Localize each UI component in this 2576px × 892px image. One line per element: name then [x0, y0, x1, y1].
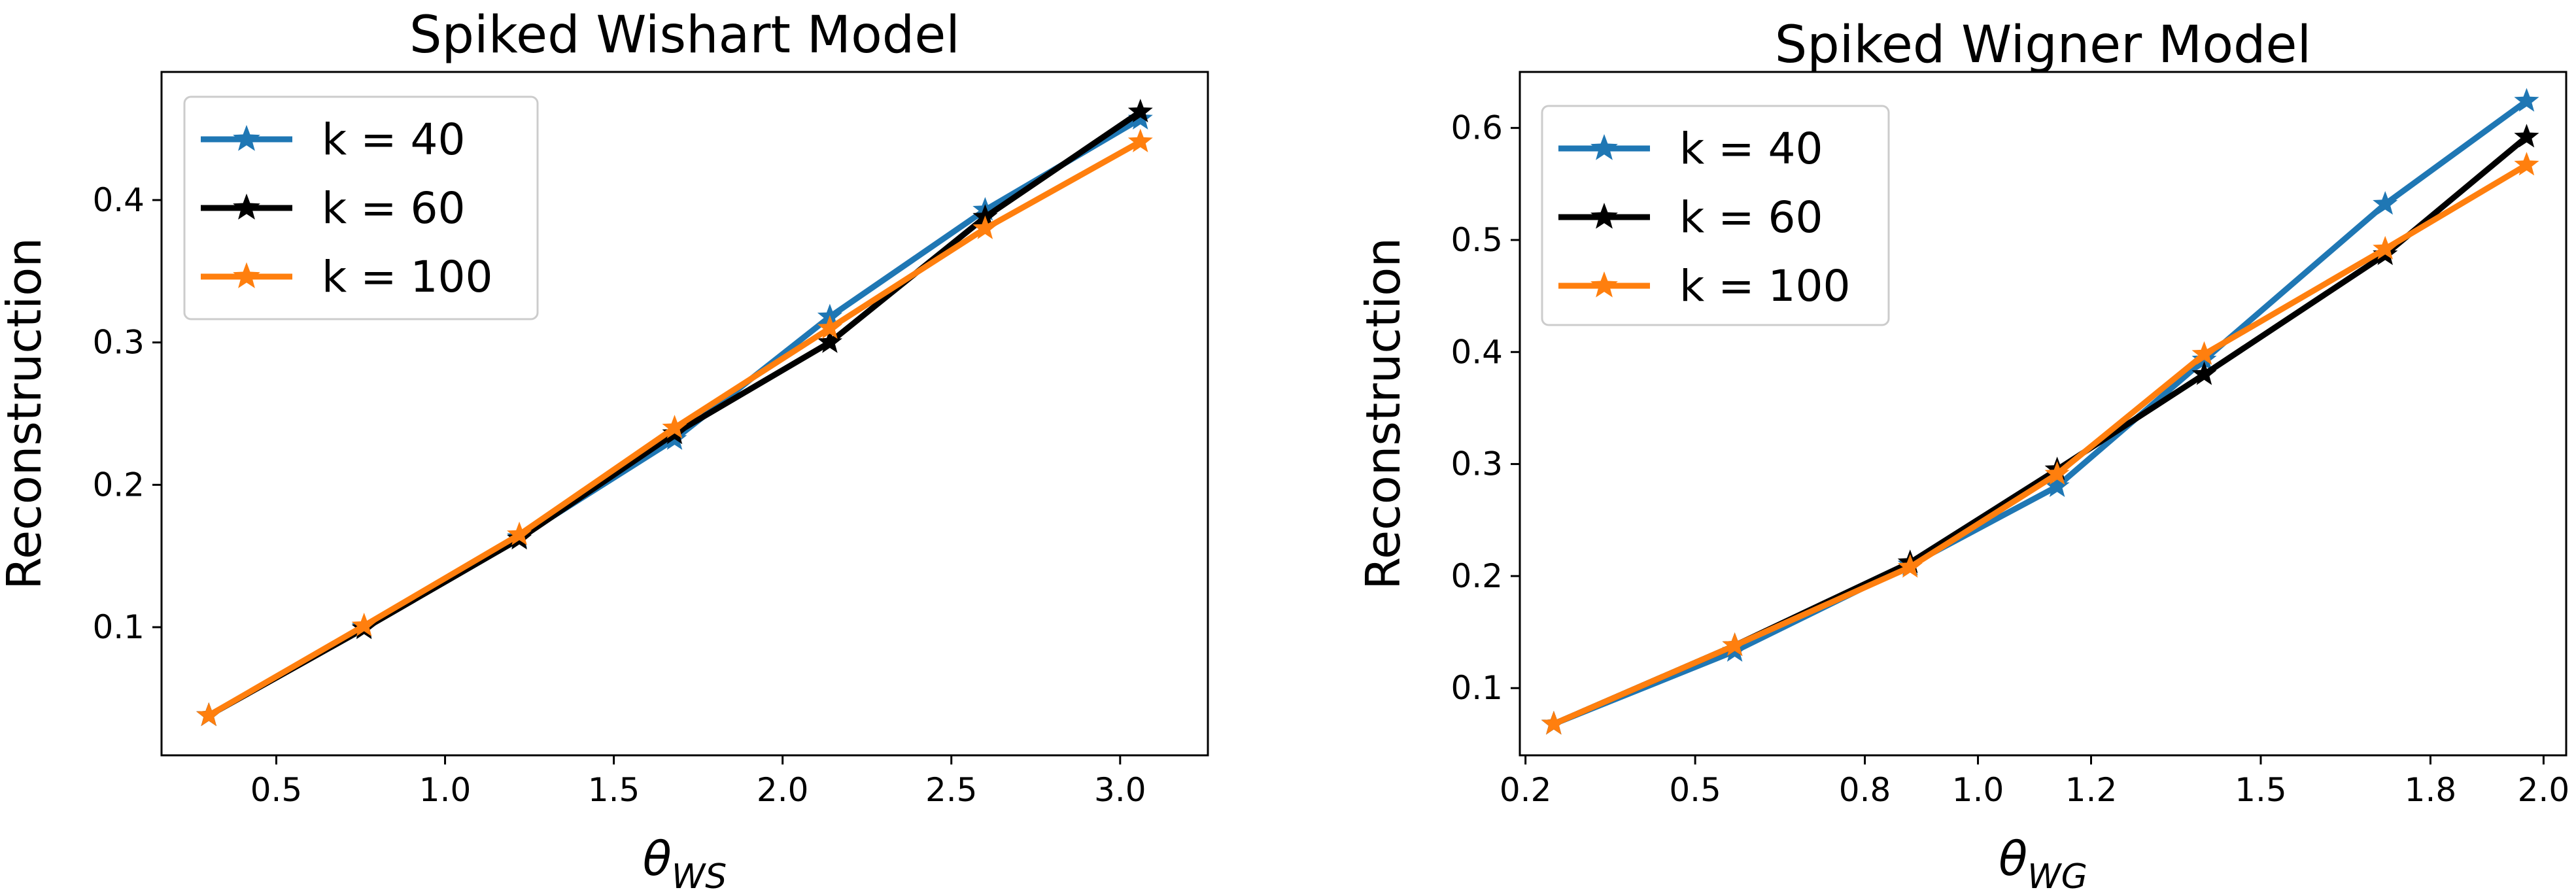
legend-label: k = 40: [322, 114, 465, 165]
data-point: [2514, 88, 2539, 112]
chart-title: Spiked Wishart Model: [409, 6, 960, 65]
plot-area: [1541, 88, 2539, 735]
data-point: [2373, 191, 2398, 215]
y-tick-label: 0.2: [1451, 557, 1503, 595]
x-tick-label: 3.0: [1094, 771, 1146, 809]
data-point: [1897, 554, 1923, 578]
data-point: [507, 521, 532, 545]
x-axis-label: θWG: [1999, 831, 2087, 889]
data-point: [817, 329, 842, 353]
y-tick-label: 0.4: [92, 181, 145, 219]
y-tick-label: 0.1: [92, 608, 145, 646]
axes-frame: [1519, 71, 2567, 757]
legend-box: [183, 95, 539, 320]
chart-title: Spiked Wigner Model: [1775, 16, 2311, 75]
legend-marker: [233, 194, 260, 220]
data-point: [1127, 128, 1153, 152]
data-point: [2373, 235, 2398, 260]
x-tick-label: 2.5: [925, 771, 978, 809]
y-tick-label: 0.5: [1451, 221, 1503, 259]
data-point: [2514, 124, 2539, 148]
data-point: [2191, 341, 2217, 365]
chart-panel-2: Spiked Wigner Model 0.2 0.5 0.8 1.0 1.2 1.5 1.8…: [1356, 16, 2570, 892]
y-tick-label: 0.4: [1451, 333, 1503, 371]
x-axis-symbol: θ: [643, 831, 672, 886]
data-point: [972, 215, 998, 239]
data-point: [662, 415, 687, 439]
legend: k = 40 k = 60 k = 100: [183, 95, 539, 320]
data-point: [2191, 361, 2217, 385]
data-point: [196, 702, 222, 727]
y-axis-label: Reconstruction: [0, 237, 52, 590]
x-tick-label: 1.2: [2065, 771, 2118, 809]
legend-box: [1541, 105, 1890, 326]
legend-marker: [1590, 203, 1618, 229]
chart-panel-1: Spiked Wishart Model 0.5 1.0 1.5 2.0 2.5 3.0 0.…: [0, 6, 1209, 892]
legend-label: k = 100: [1679, 261, 1850, 311]
legend-label: k = 60: [322, 183, 465, 233]
legend-marker: [233, 125, 260, 151]
data-point: [2044, 461, 2070, 485]
x-tick-label: 1.5: [2235, 771, 2287, 809]
y-tick-label: 0.6: [1451, 109, 1503, 147]
x-tick-label: 0.5: [250, 771, 303, 809]
x-tick-label: 1.0: [419, 771, 472, 809]
plot-area: [196, 99, 1153, 727]
data-point: [1541, 711, 1566, 735]
data-point: [1127, 105, 1153, 129]
y-tick-label: 0.1: [1451, 669, 1503, 707]
axes-frame: [160, 71, 1209, 757]
y-tick-label: 0.3: [92, 324, 145, 362]
x-tick-label: 2.0: [757, 771, 809, 809]
x-tick-label: 0.5: [1669, 771, 1721, 809]
legend-label: k = 100: [322, 252, 492, 302]
legend-label: k = 60: [1679, 192, 1823, 243]
x-tick-label: 0.8: [1839, 771, 1891, 809]
data-point: [2514, 152, 2539, 176]
legend-label: k = 40: [1679, 124, 1823, 174]
data-point: [817, 315, 842, 339]
data-point: [1722, 632, 1747, 657]
x-tick-label: 0.2: [1500, 771, 1552, 809]
legend-marker: [1590, 134, 1618, 160]
x-tick-label: 1.0: [1952, 771, 2004, 809]
data-point: [2044, 473, 2070, 497]
y-tick-label: 0.3: [1451, 445, 1503, 483]
x-tick-label: 2.0: [2518, 771, 2570, 809]
x-axis-subscript: WS: [672, 857, 727, 889]
x-axis-symbol: θ: [1999, 831, 2027, 886]
data-point: [351, 612, 377, 637]
legend-marker: [233, 262, 260, 288]
legend: k = 40 k = 60 k = 100: [1541, 105, 1890, 326]
x-tick-label: 1.8: [2405, 771, 2457, 809]
y-axis-label: Reconstruction: [1356, 237, 1411, 590]
data-point: [1127, 99, 1153, 123]
x-axis-label: θWS: [643, 831, 727, 889]
x-tick-label: 1.5: [588, 771, 640, 809]
y-tick-label: 0.2: [92, 466, 145, 504]
legend-marker: [1590, 271, 1618, 298]
x-axis-subscript: WG: [2027, 857, 2087, 889]
